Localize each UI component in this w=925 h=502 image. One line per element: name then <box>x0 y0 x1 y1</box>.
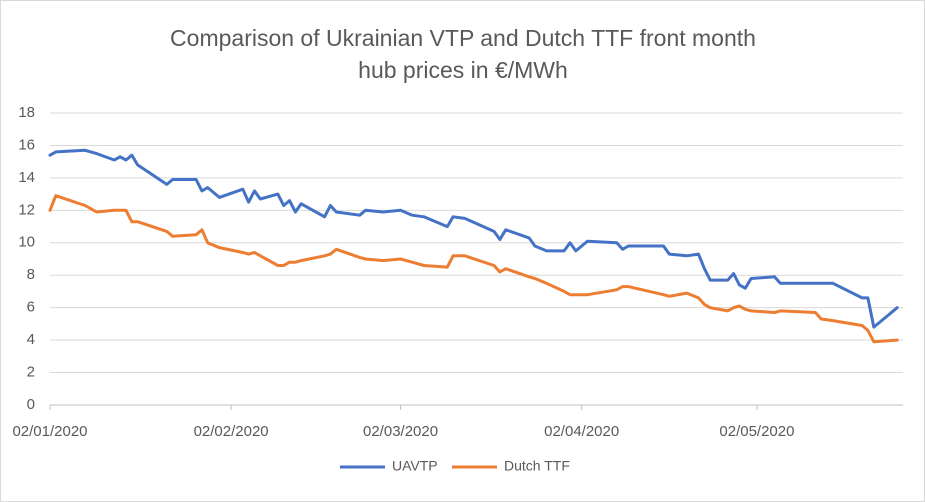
y-tick-label: 18 <box>18 104 35 121</box>
y-tick-label: 6 <box>27 299 35 316</box>
y-tick-label: 0 <box>27 396 35 413</box>
legend-label: Dutch TTF <box>504 458 570 474</box>
x-tick-label: 02/04/2020 <box>544 423 619 440</box>
y-tick-label: 12 <box>18 201 35 218</box>
y-tick-label: 2 <box>27 364 35 381</box>
x-tick-label: 02/03/2020 <box>363 423 438 440</box>
y-tick-label: 8 <box>27 266 35 283</box>
x-tick-label: 02/05/2020 <box>719 423 794 440</box>
x-tick-label: 02/02/2020 <box>194 423 269 440</box>
series-line <box>48 148 899 329</box>
chart-title: Comparison of Ukrainian VTP and Dutch TT… <box>170 25 756 51</box>
series-line <box>48 194 899 344</box>
y-tick-label: 14 <box>18 169 35 186</box>
y-tick-label: 16 <box>18 136 35 153</box>
chart-title: hub prices in €/MWh <box>358 57 568 83</box>
x-tick-label: 02/01/2020 <box>12 423 87 440</box>
y-tick-label: 10 <box>18 234 35 251</box>
y-tick-label: 4 <box>27 331 35 348</box>
legend-label: UAVTP <box>392 458 438 474</box>
